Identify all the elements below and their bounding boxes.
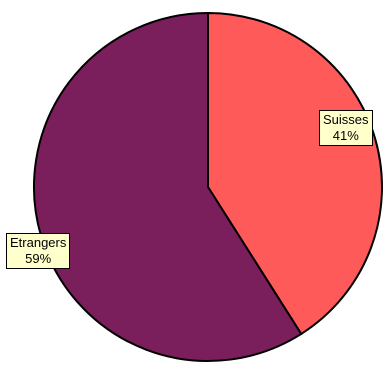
slice-label-suisses: Suisses (323, 112, 369, 127)
data-label-suisses: Suisses 41% (319, 110, 373, 146)
slice-label-etrangers: Etrangers (10, 235, 67, 250)
slice-value-suisses: 41% (332, 128, 359, 143)
slice-value-etrangers: 59% (25, 251, 52, 266)
data-label-etrangers: Etrangers 59% (6, 233, 71, 269)
